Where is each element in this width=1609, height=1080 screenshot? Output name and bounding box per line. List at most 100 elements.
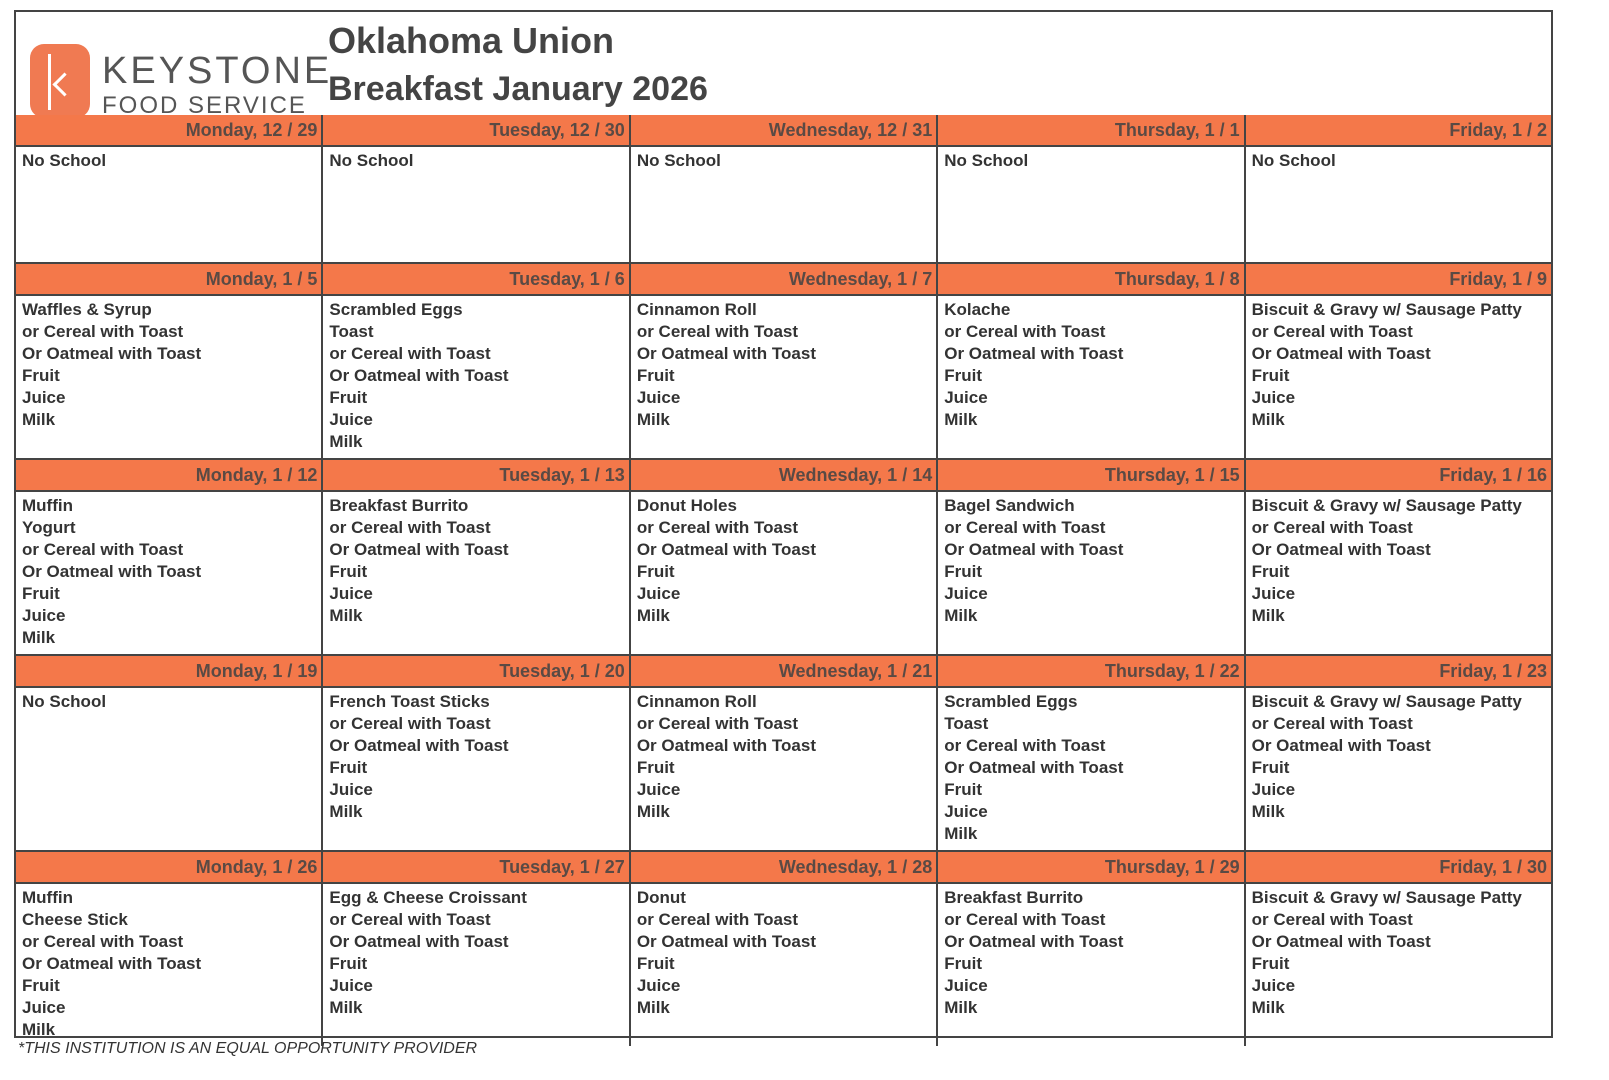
- menu-items: Waffles & Syrup or Cereal with Toast Or Oa…: [16, 296, 321, 458]
- menu-item: or Cereal with Toast: [1251, 518, 1413, 537]
- day-cell: Thursday, 1 / 8 Kolache or Cereal with Toa…: [938, 264, 1246, 458]
- menu-item: Juice: [329, 976, 373, 995]
- logo-k-icon: [30, 44, 90, 118]
- menu-item: Fruit: [636, 954, 675, 973]
- page-header: KEYSTONE FOOD SERVICE Oklahoma Union Bre…: [16, 12, 1551, 119]
- menu-items: Biscuit & Gravy w/ Sausage Patty or Cerea…: [1246, 296, 1551, 458]
- menu-item: No School: [944, 151, 1029, 170]
- day-cell: Friday, 1 / 30 Biscuit & Gravy w/ Sausage…: [1245, 852, 1552, 1046]
- day-header: Monday, 1 / 19: [16, 656, 322, 688]
- day-cell: Monday, 1 / 5 Waffles & Syrup or Cereal wi…: [16, 264, 324, 458]
- menu-item: Biscuit & Gravy w/ Sausage Patty: [1251, 496, 1522, 515]
- menu-item: or Cereal with Toast: [329, 910, 491, 929]
- menu-item: Or Oatmeal with Toast: [329, 540, 509, 559]
- menu-item: Milk: [636, 606, 670, 625]
- day-header: Tuesday, 1 / 20: [323, 656, 629, 688]
- menu-item: Fruit: [329, 388, 368, 407]
- menu-item: Or Oatmeal with Toast: [636, 736, 816, 755]
- menu-item: Juice: [22, 388, 66, 407]
- day-header: Thursday, 1 / 1: [938, 115, 1244, 147]
- day-header: Friday, 1 / 30: [1245, 852, 1552, 884]
- calendar-week: Monday, 12 / 29 No School Tuesday, 12 / 30…: [16, 115, 1552, 262]
- menu-item: Waffles & Syrup: [22, 300, 152, 319]
- day-cell: Tuesday, 1 / 6 Scrambled Eggs Toast or Cere…: [323, 264, 631, 458]
- day-cell: Wednesday, 1 / 28 Donut or Cereal with Toa…: [630, 852, 939, 1046]
- page-title: Oklahoma Union: [328, 20, 615, 61]
- day-header: Tuesday, 1 / 13: [323, 460, 629, 492]
- day-cell: Friday, 1 / 2 No School: [1245, 115, 1552, 262]
- day-header: Thursday, 1 / 29: [938, 852, 1244, 884]
- menu-item: Donut: [636, 888, 686, 907]
- day-header: Wednesday, 1 / 21: [630, 656, 937, 688]
- menu-item: or Cereal with Toast: [22, 322, 184, 341]
- calendar-week: Monday, 1 / 19 No School Tuesday, 1 / 20 Fr…: [16, 654, 1552, 850]
- menu-item: Muffin: [22, 888, 73, 907]
- menu-item: Fruit: [329, 758, 368, 777]
- menu-item: Fruit: [944, 954, 982, 973]
- menu-item: Milk: [1251, 998, 1285, 1017]
- menu-item: Fruit: [636, 758, 675, 777]
- menu-item: Juice: [944, 976, 988, 995]
- menu-items: Bagel Sandwich or Cereal with Toast Or Oat…: [938, 492, 1243, 654]
- day-header: Monday, 12 / 29: [16, 115, 322, 147]
- menu-items: Donut or Cereal with Toast Or Oatmeal with…: [631, 884, 936, 1046]
- menu-item: French Toast Sticks: [329, 692, 490, 711]
- menu-items: No School: [323, 147, 628, 262]
- menu-item: or Cereal with Toast: [636, 714, 799, 733]
- day-header: Tuesday, 12 / 30: [323, 115, 629, 147]
- footer-note: *THIS INSTITUTION IS AN EQUAL OPPORTUNIT…: [18, 1040, 478, 1057]
- menu-item: Or Oatmeal with Toast: [636, 540, 816, 559]
- day-cell: Monday, 1 / 26 Muffin Cheese Stick or Cerea…: [16, 852, 324, 1046]
- menu-item: Or Oatmeal with Toast: [636, 344, 816, 363]
- menu-item: No School: [636, 151, 721, 170]
- menu-item: Milk: [636, 410, 670, 429]
- menu-item: Fruit: [944, 366, 982, 385]
- day-cell: Thursday, 1 / 1 No School: [938, 115, 1246, 262]
- menu-item: Or Oatmeal with Toast: [1251, 932, 1431, 951]
- menu-item: Juice: [636, 780, 681, 799]
- day-cell: Monday, 1 / 12 Muffin Yogurt or Cereal with…: [16, 460, 324, 654]
- menu-item: Milk: [22, 1020, 56, 1039]
- menu-item: Juice: [329, 584, 373, 603]
- menu-item: Milk: [1251, 802, 1285, 821]
- menu-item: or Cereal with Toast: [329, 518, 491, 537]
- menu-items: Breakfast Burrito or Cereal with Toast Or …: [938, 884, 1243, 1046]
- menu-item: Or Oatmeal with Toast: [1251, 736, 1431, 755]
- menu-item: No School: [22, 692, 107, 711]
- menu-item: Or Oatmeal with Toast: [329, 366, 509, 385]
- menu-item: Or Oatmeal with Toast: [329, 932, 509, 951]
- menu-item: Or Oatmeal with Toast: [944, 540, 1124, 559]
- day-header: Friday, 1 / 9: [1245, 264, 1552, 296]
- menu-item: Milk: [944, 606, 978, 625]
- day-cell: Tuesday, 1 / 13 Breakfast Burrito or Cerea…: [323, 460, 631, 654]
- menu-items: Muffin Yogurt or Cereal with Toast Or Oatme…: [16, 492, 321, 654]
- day-header: Tuesday, 1 / 27: [323, 852, 629, 884]
- menu-item: Fruit: [944, 562, 982, 581]
- menu-item: Breakfast Burrito: [329, 496, 469, 515]
- menu-item: Fruit: [636, 562, 675, 581]
- day-header: Thursday, 1 / 15: [938, 460, 1244, 492]
- menu-item: Yogurt: [22, 518, 76, 537]
- day-header: Tuesday, 1 / 6: [323, 264, 629, 296]
- calendar-week: Monday, 1 / 26 Muffin Cheese Stick or Cerea…: [16, 850, 1552, 1046]
- menu-item: or Cereal with Toast: [944, 518, 1106, 537]
- menu-item: No School: [1251, 151, 1336, 170]
- day-header: Friday, 1 / 23: [1245, 656, 1552, 688]
- menu-item: Scrambled Eggs: [329, 300, 463, 319]
- menu-item: Bagel Sandwich: [944, 496, 1075, 515]
- day-header: Thursday, 1 / 8: [938, 264, 1244, 296]
- menu-item: Milk: [636, 802, 670, 821]
- menu-item: Milk: [1251, 410, 1285, 429]
- menu-item: Or Oatmeal with Toast: [1251, 344, 1431, 363]
- menu-item: Donut Holes: [636, 496, 737, 515]
- menu-item: Biscuit & Gravy w/ Sausage Patty: [1251, 692, 1522, 711]
- menu-items: Kolache or Cereal with Toast Or Oatmeal wi…: [938, 296, 1243, 458]
- menu-items: Cinnamon Roll or Cereal with Toast Or Oatm…: [631, 688, 936, 850]
- menu-item: Juice: [22, 606, 66, 625]
- menu-item: Juice: [636, 976, 681, 995]
- menu-item: Milk: [1251, 606, 1285, 625]
- menu-item: Biscuit & Gravy w/ Sausage Patty: [1251, 300, 1522, 319]
- day-cell: Wednesday, 12 / 31 No School: [630, 115, 939, 262]
- menu-item: Juice: [1251, 780, 1296, 799]
- menu-item: Scrambled Eggs: [944, 692, 1078, 711]
